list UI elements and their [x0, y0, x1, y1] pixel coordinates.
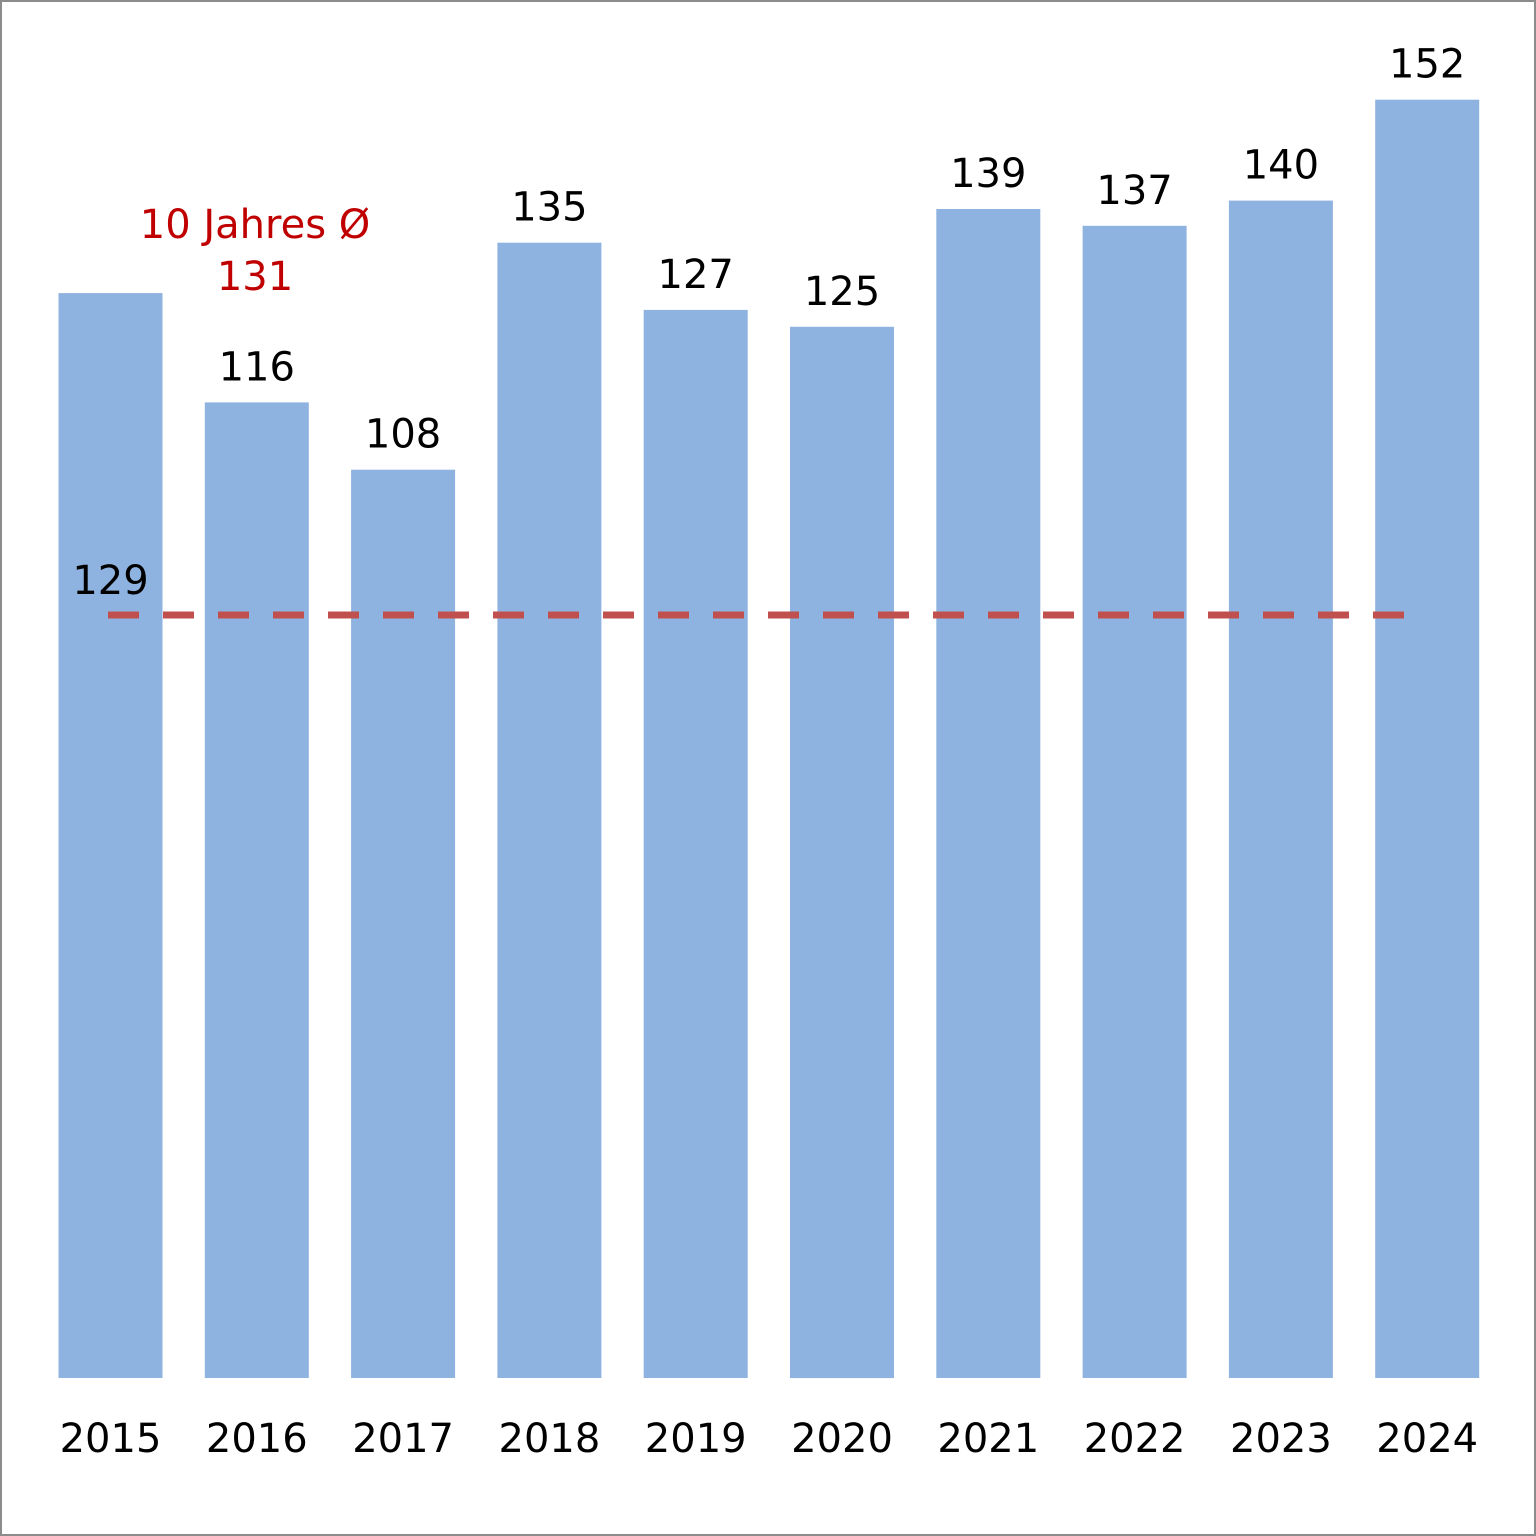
x-tick-label-2020: 2020: [791, 1416, 893, 1462]
x-tick-label-2024: 2024: [1376, 1416, 1478, 1462]
value-label-2016: 116: [219, 344, 295, 390]
bar-2019: [643, 309, 748, 1378]
value-label-2022: 137: [1096, 168, 1172, 214]
value-labels-group: 129 116 108 135 127 125 139 137 140 152: [72, 42, 1465, 604]
value-label-2019: 127: [658, 252, 734, 298]
x-tick-label-2021: 2021: [937, 1416, 1039, 1462]
value-label-2018: 135: [511, 185, 587, 231]
bar-2020: [790, 326, 894, 1379]
value-label-2024: 152: [1389, 42, 1465, 88]
bar-2022: [1082, 225, 1187, 1378]
average-label-line2: 131: [217, 254, 293, 300]
x-tick-label-2022: 2022: [1084, 1416, 1186, 1462]
value-label-2017: 108: [365, 412, 441, 458]
value-label-2020: 125: [804, 269, 880, 315]
bars-group: [58, 99, 1480, 1379]
value-label-2015: 129: [72, 558, 148, 604]
x-tick-label-2017: 2017: [352, 1416, 454, 1462]
bar-2024: [1375, 99, 1480, 1379]
bar-2016: [204, 402, 309, 1378]
value-label-2023: 140: [1243, 143, 1319, 189]
bar-2023: [1228, 200, 1333, 1379]
bar-2021: [936, 209, 1041, 1378]
x-axis-labels: 2015 2016 2017 2018 2019 2020 2021 2022 2023 2024: [60, 1416, 1478, 1462]
x-tick-label-2016: 2016: [206, 1416, 308, 1462]
average-label-line1: 10 Jahres Ø: [140, 202, 371, 248]
value-label-2021: 139: [950, 151, 1026, 197]
x-tick-label-2015: 2015: [60, 1416, 162, 1462]
x-tick-label-2023: 2023: [1230, 1416, 1332, 1462]
x-tick-label-2018: 2018: [499, 1416, 601, 1462]
bar-2015: [58, 293, 163, 1379]
bar-2017: [351, 469, 456, 1378]
bar-2018: [497, 242, 602, 1379]
x-tick-label-2019: 2019: [645, 1416, 747, 1462]
